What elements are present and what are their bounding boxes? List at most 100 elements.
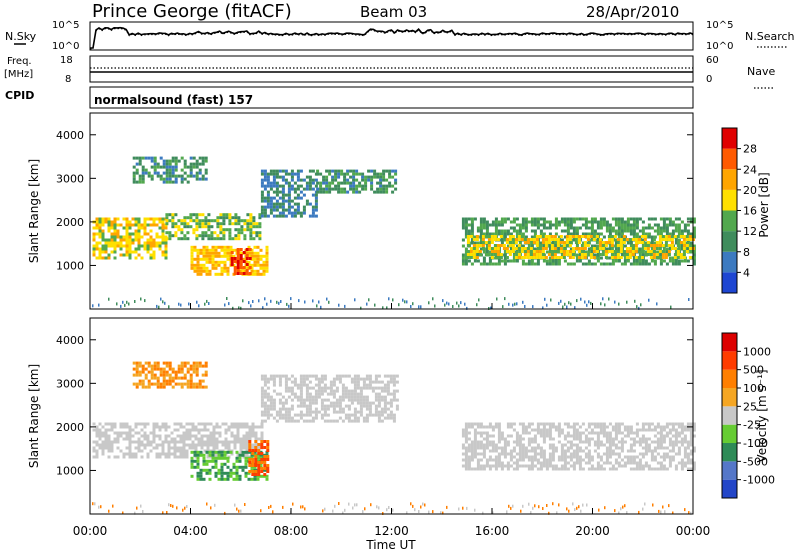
data-cell <box>332 377 336 381</box>
data-cell <box>235 474 239 478</box>
data-cell <box>551 425 555 429</box>
data-cell <box>299 377 303 381</box>
data-cell <box>619 244 623 247</box>
data-cell <box>560 238 564 242</box>
data-cell <box>530 262 534 266</box>
data-cell <box>620 232 624 236</box>
data-cell <box>287 202 291 206</box>
data-cell <box>473 449 477 453</box>
data-cell <box>374 413 378 417</box>
colorbar-swatch <box>722 388 737 407</box>
data-cell <box>536 467 540 471</box>
data-cell <box>370 175 374 179</box>
data-cell <box>165 159 169 163</box>
data-cell <box>559 235 563 238</box>
ground-scatter-cell <box>298 299 300 303</box>
data-cell <box>177 376 181 380</box>
ground-scatter-cell <box>406 511 408 515</box>
data-cell <box>278 377 282 381</box>
data-cell <box>206 422 210 426</box>
data-cell <box>577 247 581 250</box>
data-cell <box>389 401 393 405</box>
data-cell <box>165 379 169 383</box>
data-cell <box>497 220 501 224</box>
colorbar-tick-label: -1000 <box>743 474 775 487</box>
data-cell <box>125 425 129 429</box>
data-cell <box>260 437 264 441</box>
data-cell <box>668 217 672 221</box>
noise-left-label: N.Sky <box>5 30 37 43</box>
data-cell <box>308 181 312 185</box>
data-cell <box>608 446 612 450</box>
data-cell <box>583 247 587 250</box>
data-cell <box>296 211 300 215</box>
data-cell <box>113 425 117 429</box>
data-cell <box>680 422 684 426</box>
data-cell <box>251 458 255 461</box>
data-cell <box>164 244 168 248</box>
data-cell <box>131 452 135 456</box>
data-cell <box>355 169 359 173</box>
x-tick-label: 00:00 <box>676 524 711 538</box>
data-cell <box>227 425 231 429</box>
data-cell <box>536 452 540 456</box>
data-cell <box>190 245 194 249</box>
data-cell <box>311 205 315 209</box>
data-cell <box>266 443 270 446</box>
colorbar-swatch <box>722 128 737 149</box>
data-cell <box>281 184 285 188</box>
data-cell <box>347 407 351 411</box>
data-cell <box>340 172 344 176</box>
data-cell <box>146 247 150 251</box>
data-cell <box>587 259 591 263</box>
data-cell <box>265 257 269 261</box>
data-cell <box>380 380 384 384</box>
data-cell <box>506 464 510 468</box>
data-cell <box>206 440 210 444</box>
data-cell <box>293 395 297 399</box>
ground-scatter-cell <box>224 511 226 515</box>
data-cell <box>167 446 171 450</box>
data-cell <box>536 220 540 224</box>
ground-scatter-cell <box>412 302 414 306</box>
data-cell <box>530 259 534 263</box>
data-cell <box>482 250 486 254</box>
data-cell <box>629 467 633 471</box>
data-cell <box>689 440 693 444</box>
data-cell <box>238 474 242 478</box>
data-cell <box>161 232 165 236</box>
data-cell <box>128 232 132 236</box>
data-cell <box>503 259 507 263</box>
data-cell <box>341 386 345 390</box>
data-cell <box>581 223 585 227</box>
data-cell <box>619 247 623 250</box>
data-cell <box>340 187 344 191</box>
data-cell <box>485 244 489 248</box>
data-cell <box>574 247 578 250</box>
ground-scatter-cell <box>474 508 476 512</box>
data-cell <box>560 428 564 432</box>
data-cell <box>602 461 606 465</box>
data-cell <box>638 461 642 465</box>
data-cell <box>383 401 387 405</box>
data-cell <box>219 237 223 241</box>
data-cell <box>569 455 573 459</box>
data-cell <box>611 467 615 471</box>
data-cell <box>147 364 151 368</box>
data-cell <box>153 168 157 172</box>
data-cell <box>566 461 570 465</box>
data-cell <box>485 440 489 444</box>
data-cell <box>692 464 696 468</box>
data-cell <box>569 220 573 224</box>
data-cell <box>493 250 497 253</box>
data-cell <box>476 461 480 465</box>
data-cell <box>520 238 524 241</box>
data-cell <box>144 156 148 160</box>
data-cell <box>656 229 660 233</box>
data-cell <box>587 422 591 426</box>
data-cell <box>652 256 656 259</box>
data-cell <box>551 455 555 459</box>
data-cell <box>356 374 360 378</box>
data-cell <box>389 374 393 378</box>
data-cell <box>250 254 254 258</box>
